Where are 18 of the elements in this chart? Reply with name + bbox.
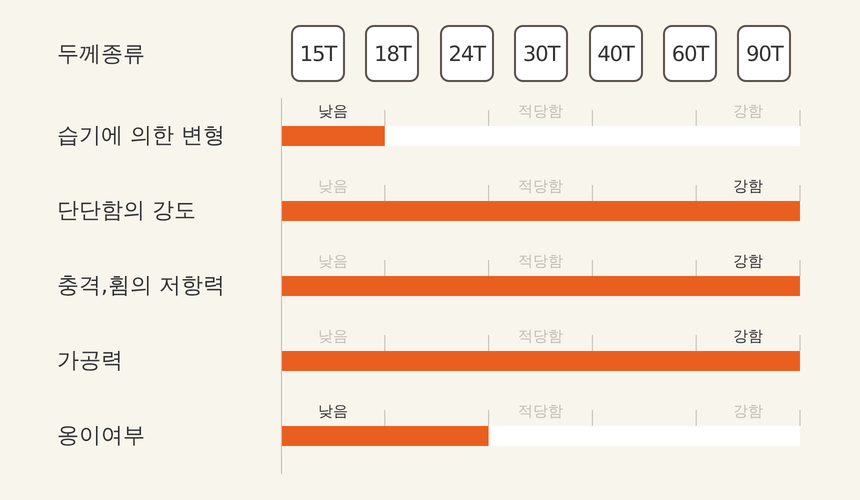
text: 15T (291, 25, 345, 82)
y-tick-label: 충격,휨의 저항력 (57, 274, 225, 298)
text: 강함 (733, 252, 764, 270)
text: 강함 (733, 177, 764, 195)
text: 30T (514, 25, 568, 82)
y-tick-label: 단단함의 강도 (57, 198, 196, 224)
text: 낮음 (318, 402, 348, 420)
text: 18T (365, 25, 420, 82)
text: 60T (663, 25, 717, 82)
text: 24T (440, 25, 494, 82)
y-tick-label: 가공력 (57, 348, 123, 374)
text: 강함 (733, 327, 764, 345)
y-tick-label: 옹이여부 (57, 424, 145, 448)
annotation: 낮음 (318, 102, 348, 120)
y-tick-label: 습기에 의한 변형 (57, 124, 225, 148)
text: 90T (737, 25, 792, 82)
text: 40T (588, 25, 643, 82)
text: 두께종류 (57, 41, 145, 69)
